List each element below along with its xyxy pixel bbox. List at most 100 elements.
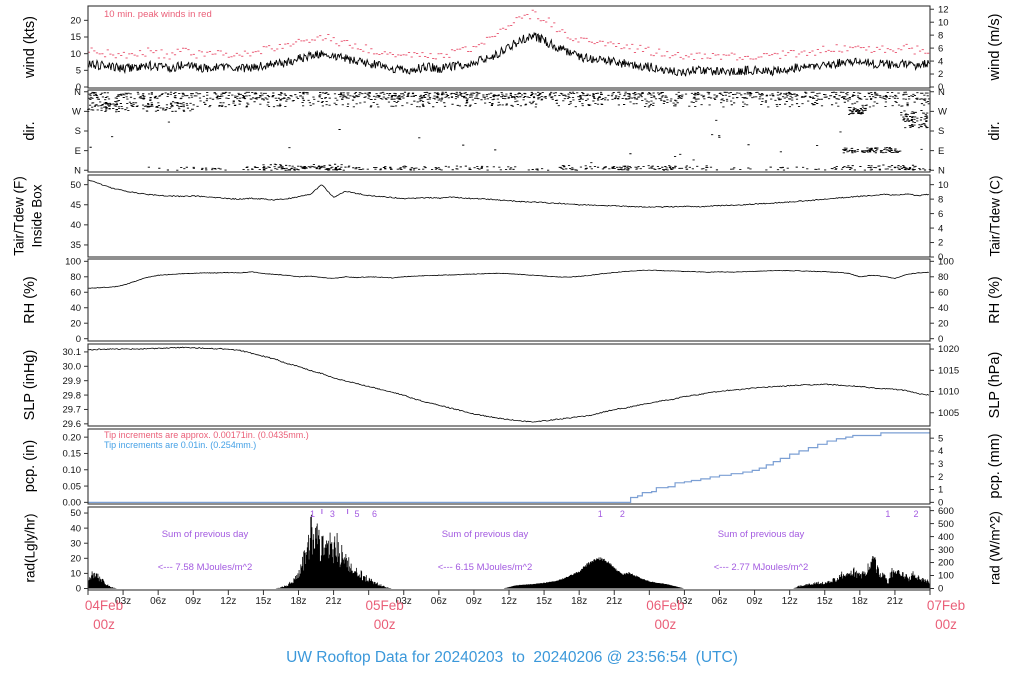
svg-text:0: 0 — [938, 498, 943, 509]
svg-text:5: 5 — [938, 433, 943, 444]
rh-right-axis-label: RH (%) — [987, 276, 1003, 324]
svg-text:09z: 09z — [747, 596, 763, 607]
svg-text:0.20: 0.20 — [63, 432, 82, 443]
svg-text:600: 600 — [938, 506, 954, 517]
svg-text:2: 2 — [938, 472, 943, 483]
svg-text:N: N — [938, 87, 945, 98]
svg-text:40: 40 — [70, 303, 81, 314]
rad-wm2-axis-label: rad (W/m^2) — [987, 511, 1003, 585]
rh-left-axis-label: RH (%) — [22, 276, 38, 324]
svg-text:N: N — [74, 165, 81, 176]
rad-lgly-axis-label: rad(Lgly/hr) — [22, 513, 38, 583]
svg-text:10: 10 — [938, 17, 949, 28]
svg-text:1015: 1015 — [938, 366, 959, 377]
svg-text:00z: 00z — [935, 617, 957, 632]
svg-text:4: 4 — [938, 56, 943, 67]
tip-increment-note-red: Tip increments are approx. 0.00171in. (0… — [104, 430, 309, 440]
tair-f-axis-label: Tair/Tdew (F) — [11, 176, 27, 256]
tip-increment-note-blue: Tip increments are 0.01in. (0.254mm.) — [104, 440, 257, 450]
svg-text:12z: 12z — [501, 596, 517, 607]
svg-text:18z: 18z — [571, 596, 587, 607]
dir-right-axis-label: dir. — [987, 121, 1003, 141]
svg-text:30: 30 — [70, 538, 81, 549]
svg-text:60: 60 — [70, 287, 81, 298]
svg-text:06Feb: 06Feb — [646, 598, 684, 613]
svg-text:5: 5 — [354, 509, 359, 519]
svg-text:0.05: 0.05 — [63, 481, 82, 492]
svg-text:12z: 12z — [782, 596, 798, 607]
svg-text:20: 20 — [70, 16, 81, 27]
svg-text:6: 6 — [938, 209, 943, 220]
svg-text:1020: 1020 — [938, 344, 959, 355]
svg-text:20: 20 — [70, 554, 81, 565]
svg-text:80: 80 — [938, 272, 949, 283]
svg-text:40: 40 — [70, 220, 81, 231]
inside-box-axis-label: Inside Box — [29, 184, 45, 248]
svg-text:30.0: 30.0 — [63, 362, 82, 373]
svg-text:0: 0 — [938, 584, 943, 595]
pcp-in-axis-label: pcp. (in) — [22, 439, 38, 493]
svg-text:40: 40 — [938, 303, 949, 314]
svg-text:29.9: 29.9 — [63, 376, 82, 387]
svg-text:2: 2 — [620, 509, 625, 519]
svg-text:W: W — [938, 107, 947, 118]
svg-text:05Feb: 05Feb — [366, 598, 404, 613]
svg-text:3: 3 — [938, 459, 943, 470]
svg-text:10: 10 — [70, 49, 81, 60]
svg-text:10: 10 — [70, 569, 81, 580]
rad-sum-line2: <--- 7.58 MJoules/m^2 — [157, 562, 253, 573]
svg-text:1: 1 — [885, 509, 890, 519]
svg-text:12z: 12z — [220, 596, 236, 607]
svg-text:2: 2 — [938, 69, 943, 80]
dir-left-axis-label: dir. — [22, 121, 38, 141]
svg-text:S: S — [938, 126, 944, 137]
svg-text:15z: 15z — [255, 596, 271, 607]
rad-sum-line1: Sum of previous day — [441, 529, 529, 540]
svg-text:50: 50 — [70, 508, 81, 519]
svg-text:21z: 21z — [887, 596, 903, 607]
svg-text:W: W — [72, 107, 81, 118]
svg-text:1010: 1010 — [938, 387, 959, 398]
svg-text:29.8: 29.8 — [63, 390, 82, 401]
svg-text:400: 400 — [938, 532, 954, 543]
svg-text:500: 500 — [938, 519, 954, 530]
svg-text:10: 10 — [938, 180, 949, 191]
svg-text:200: 200 — [938, 558, 954, 569]
svg-text:07Feb: 07Feb — [927, 598, 965, 613]
svg-text:00z: 00z — [654, 617, 676, 632]
svg-text:06z: 06z — [150, 596, 166, 607]
svg-text:15z: 15z — [536, 596, 552, 607]
svg-text:12: 12 — [938, 4, 949, 15]
svg-text:15: 15 — [70, 32, 81, 43]
svg-text:50: 50 — [70, 180, 81, 191]
svg-text:3: 3 — [330, 509, 335, 519]
svg-text:06z: 06z — [711, 596, 727, 607]
svg-text:18z: 18z — [290, 596, 306, 607]
svg-text:8: 8 — [938, 30, 943, 41]
svg-text:15z: 15z — [817, 596, 833, 607]
svg-text:1: 1 — [938, 485, 943, 496]
svg-text:03z: 03z — [115, 596, 131, 607]
rad-sum-annotation-day1: Sum of previous day <--- 7.58 MJoules/m^… — [158, 507, 252, 584]
svg-text:E: E — [75, 146, 81, 157]
svg-text:6: 6 — [938, 43, 943, 54]
svg-text:100: 100 — [938, 571, 954, 582]
svg-text:1: 1 — [310, 509, 315, 519]
svg-text:4: 4 — [938, 446, 943, 457]
svg-text:0.00: 0.00 — [63, 498, 82, 509]
svg-text:2: 2 — [913, 509, 918, 519]
svg-text:29.6: 29.6 — [63, 419, 82, 430]
svg-text:45: 45 — [70, 200, 81, 211]
svg-text:0: 0 — [938, 252, 943, 263]
svg-text:4: 4 — [938, 223, 943, 234]
svg-text:2: 2 — [938, 238, 943, 249]
svg-text:5: 5 — [76, 66, 81, 77]
slp-inhg-axis-label: SLP (inHg) — [22, 349, 38, 421]
svg-text:40: 40 — [70, 523, 81, 534]
wind-ms-axis-label: wind (m/s) — [987, 13, 1003, 81]
wind-kts-axis-label: wind (kts) — [22, 15, 38, 79]
svg-text:6: 6 — [372, 509, 377, 519]
